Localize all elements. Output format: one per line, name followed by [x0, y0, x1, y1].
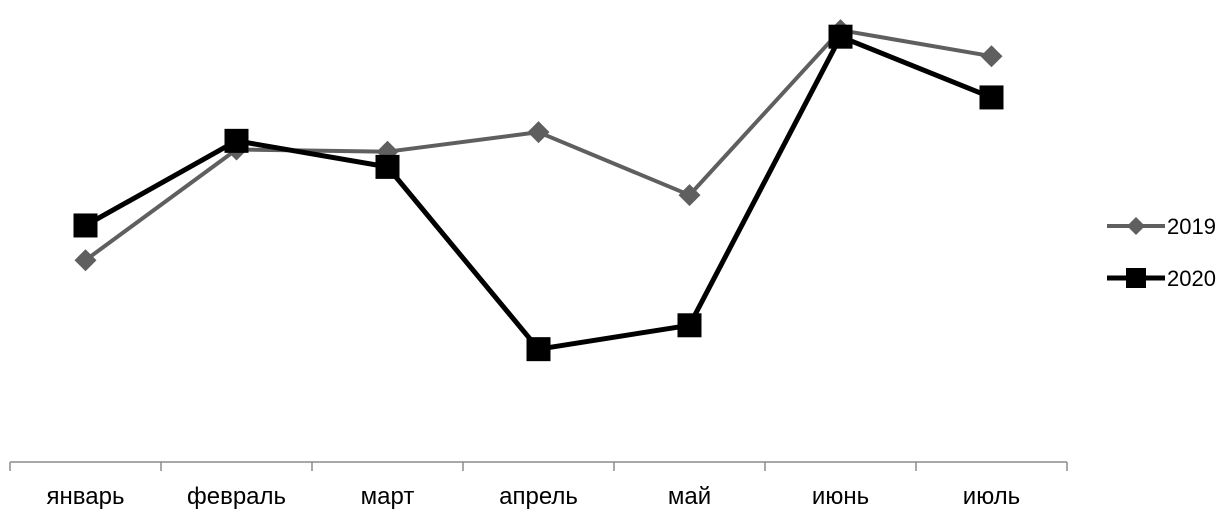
data-point-2019-апрель: [527, 121, 550, 144]
legend-square-marker: [1126, 268, 1146, 288]
data-point-2020-январь: [73, 213, 98, 238]
plot-area: [73, 19, 1004, 362]
data-point-2020-июнь: [828, 24, 853, 49]
series-2019: [74, 19, 1003, 272]
series-line-2019: [84, 28, 992, 262]
legend-label: 2019: [1167, 214, 1216, 239]
x-tick-label: май: [668, 483, 711, 510]
data-point-2020-февраль: [224, 128, 249, 153]
series-2020: [73, 24, 1004, 362]
data-point-2019-июль: [980, 45, 1003, 68]
series-line-2020: [84, 34, 993, 352]
data-point-2020-март: [375, 154, 400, 179]
x-tick-label: июнь: [812, 483, 869, 510]
x-tick-label: июль: [963, 483, 1020, 510]
data-point-2020-апрель: [526, 337, 551, 362]
x-axis: январь февраль март апрель май июнь июль: [9, 461, 1068, 510]
legend-entry-2020: 2020: [1107, 266, 1216, 291]
legend-label: 2020: [1167, 266, 1216, 291]
legend-entry-2019: 2019: [1107, 214, 1216, 239]
data-point-2019-май: [678, 184, 701, 207]
x-tick-label: апрель: [499, 483, 578, 510]
data-point-2019-январь: [74, 249, 97, 272]
x-tick-label: февраль: [187, 483, 286, 510]
x-tick-label: март: [361, 483, 415, 510]
data-point-2020-май: [677, 313, 702, 338]
legend-diamond-marker: [1127, 217, 1145, 235]
x-tick-label: январь: [47, 483, 125, 510]
legend: 2019 2020: [1107, 214, 1216, 291]
data-point-2020-июль: [979, 85, 1004, 110]
